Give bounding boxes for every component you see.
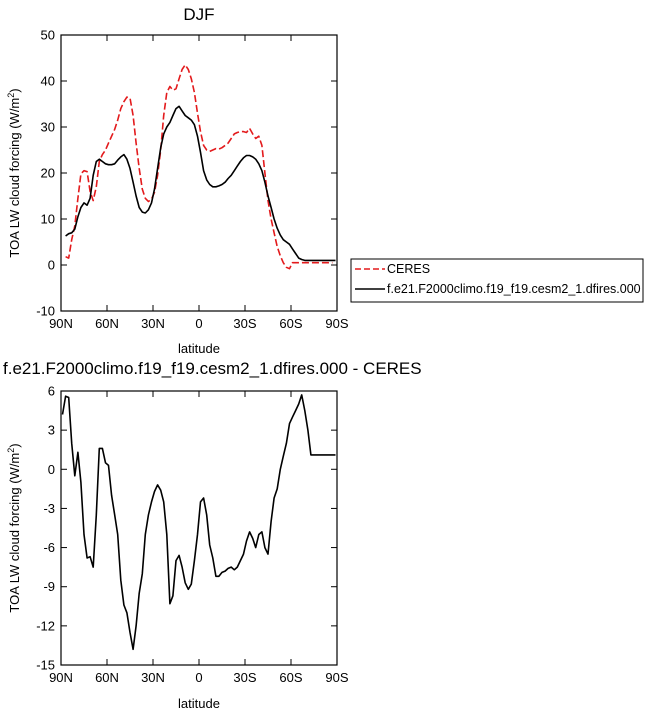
panel-top-plot: DJF -10 0 10 20 30 40 50 90N 60N 30N 0 30S 60S 90S l… xyxy=(6,5,644,356)
legend-box xyxy=(350,258,644,303)
legend-label-model: f.e21.F2000climo.f19_f19.cesm2_1.dfires.… xyxy=(387,282,641,296)
top-x-tick-label: 90N xyxy=(49,316,73,331)
top-y-tick-label: 0 xyxy=(48,258,55,273)
top-y-tick-label: 40 xyxy=(41,74,55,89)
top-y-tick-label: 50 xyxy=(41,28,55,43)
bottom-y-tick-label: 3 xyxy=(48,423,55,438)
top-series-line-f-e21-f2000climo-f19 xyxy=(65,105,336,262)
top-y-tick-label: -10 xyxy=(36,304,55,319)
top-x-tick-label: 60N xyxy=(95,316,119,331)
bottom-y-tick-label: -9 xyxy=(43,579,55,594)
top-x-axis-label: latitude xyxy=(178,341,220,356)
top-y-axis-label: TOA LW cloud forcing (W/m2) xyxy=(6,88,22,257)
bottom-y-axis-label: TOA LW cloud forcing (W/m2) xyxy=(6,443,22,612)
top-x-tick-label: 30S xyxy=(233,316,256,331)
top-x-axis: 90N 60N 30N 0 30S 60S 90S xyxy=(49,35,349,331)
bottom-y-tick-label: -15 xyxy=(36,658,55,673)
bottom-series-group xyxy=(61,394,336,651)
top-series-line-ceres xyxy=(65,64,333,270)
bottom-x-tick-label: 60N xyxy=(95,670,119,685)
top-y-tick-label: 10 xyxy=(41,212,55,227)
bottom-x-tick-label: 30S xyxy=(233,670,256,685)
bottom-x-tick-label: 0 xyxy=(195,670,202,685)
bottom-y-tick-label: -12 xyxy=(36,618,55,633)
bottom-x-tick-label: 30N xyxy=(141,670,165,685)
bottom-series-line-difference xyxy=(61,394,336,651)
bottom-x-tick-label: 60S xyxy=(279,670,302,685)
top-y-tick-label: 30 xyxy=(41,120,55,135)
bottom-x-tick-label: 90S xyxy=(325,670,348,685)
top-plot-frame xyxy=(60,34,338,312)
top-x-tick-label: 30N xyxy=(141,316,165,331)
bottom-plot-frame xyxy=(60,390,338,666)
top-series-group xyxy=(65,64,336,270)
top-plot-title: DJF xyxy=(183,5,214,24)
legend-label-ceres: CERES xyxy=(387,262,430,276)
bottom-x-axis: 90N 60N 30N 0 30S 60S 90S xyxy=(49,391,349,685)
top-x-tick-label: 90S xyxy=(325,316,348,331)
panel-bottom-plot: f.e21.F2000climo.f19_f19.cesm2_1.dfires.… xyxy=(3,359,422,711)
top-x-tick-label: 60S xyxy=(279,316,302,331)
bottom-x-tick-label: 90N xyxy=(49,670,73,685)
bottom-y-tick-label: 0 xyxy=(48,462,55,477)
top-x-tick-label: 0 xyxy=(195,316,202,331)
bottom-y-tick-label: -3 xyxy=(43,501,55,516)
bottom-x-axis-label: latitude xyxy=(178,696,220,711)
bottom-y-axis: -15 -12 -9 -6 -3 0 3 6 xyxy=(36,384,337,673)
top-y-axis: -10 0 10 20 30 40 50 xyxy=(36,28,337,319)
bottom-y-tick-label: 6 xyxy=(48,384,55,399)
legend: CERES f.e21.F2000climo.f19_f19.cesm2_1.d… xyxy=(350,258,644,303)
bottom-y-tick-label: -6 xyxy=(43,540,55,555)
top-y-tick-label: 20 xyxy=(41,166,55,181)
bottom-plot-title: f.e21.F2000climo.f19_f19.cesm2_1.dfires.… xyxy=(3,359,422,378)
